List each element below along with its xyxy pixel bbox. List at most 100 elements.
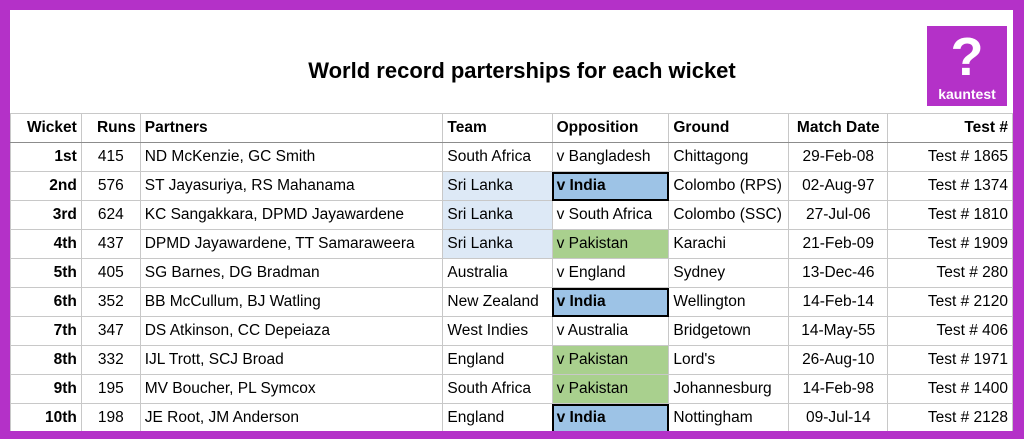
table-row: 9th 195 MV Boucher, PL Symcox South Africa v… xyxy=(10,374,1013,404)
cell-ground: Lord's xyxy=(668,345,790,375)
cell-wicket: 3rd xyxy=(10,200,82,230)
cell-opposition: v India xyxy=(551,403,670,431)
table-row: 8th 332 IJL Trott, SCJ Broad England v Pakis… xyxy=(10,345,1013,375)
cell-runs: 405 xyxy=(80,258,141,288)
cell-match-date: 14-May-55 xyxy=(788,316,889,346)
cell-runs: 332 xyxy=(80,345,141,375)
cell-partners: IJL Trott, SCJ Broad xyxy=(139,345,444,375)
cell-runs: 415 xyxy=(80,142,141,172)
table-row: 10th 198 JE Root, JM Anderson England v Indi… xyxy=(10,403,1013,431)
cell-match-date: 29-Feb-08 xyxy=(788,142,889,172)
cell-ground: Karachi xyxy=(668,229,790,259)
cell-wicket: 9th xyxy=(10,374,82,404)
cell-match-date: 21-Feb-09 xyxy=(788,229,889,259)
cell-runs: 198 xyxy=(80,403,141,431)
cell-test-number: Test # 1810 xyxy=(887,200,1013,230)
cell-match-date: 13-Dec-46 xyxy=(788,258,889,288)
cell-partners: DS Atkinson, CC Depeiaza xyxy=(139,316,444,346)
cell-team: Sri Lanka xyxy=(442,229,553,259)
cell-wicket: 1st xyxy=(10,142,82,172)
cell-runs: 437 xyxy=(80,229,141,259)
cell-test-number: Test # 1374 xyxy=(887,171,1013,201)
cell-runs: 576 xyxy=(80,171,141,201)
cell-match-date: 14-Feb-14 xyxy=(788,287,889,317)
cell-match-date: 26-Aug-10 xyxy=(788,345,889,375)
cell-test-number: Test # 1400 xyxy=(887,374,1013,404)
cell-match-date: 09-Jul-14 xyxy=(788,403,889,431)
cell-test-number: Test # 406 xyxy=(887,316,1013,346)
table-row: 4th 437 DPMD Jayawardene, TT Samaraweera Sr… xyxy=(10,229,1013,259)
cell-team: South Africa xyxy=(442,142,553,172)
cell-wicket: 4th xyxy=(10,229,82,259)
page-title: World record parterships for each wicket xyxy=(308,58,736,83)
cell-opposition: v Pakistan xyxy=(551,345,670,375)
table-body: 1st 415 ND McKenzie, GC Smith South Africa v… xyxy=(10,142,1013,431)
header-runs: Runs xyxy=(80,113,141,143)
cell-partners: ST Jayasuriya, RS Mahanama xyxy=(139,171,444,201)
cell-opposition: v India xyxy=(551,171,670,201)
header-test-number: Test # xyxy=(887,113,1013,143)
table-row: 6th 352 BB McCullum, BJ Watling New Zealand… xyxy=(10,287,1013,317)
cell-runs: 352 xyxy=(80,287,141,317)
cell-runs: 624 xyxy=(80,200,141,230)
cell-ground: Johannesburg xyxy=(668,374,790,404)
cell-partners: ND McKenzie, GC Smith xyxy=(139,142,444,172)
spreadsheet-sheet: World record parterships for each wicket… xyxy=(10,10,1013,431)
cell-opposition: v South Africa xyxy=(551,200,670,230)
cell-team: Sri Lanka xyxy=(442,200,553,230)
cell-test-number: Test # 2128 xyxy=(887,403,1013,431)
table-row: 3rd 624 KC Sangakkara, DPMD Jayawardene Sri… xyxy=(10,200,1013,230)
cell-partners: SG Barnes, DG Bradman xyxy=(139,258,444,288)
question-mark-icon: ? xyxy=(950,27,984,87)
cell-partners: BB McCullum, BJ Watling xyxy=(139,287,444,317)
cell-runs: 195 xyxy=(80,374,141,404)
cell-test-number: Test # 1909 xyxy=(887,229,1013,259)
cell-opposition: v India xyxy=(551,287,670,317)
cell-test-number: Test # 1971 xyxy=(887,345,1013,375)
cell-ground: Colombo (SSC) xyxy=(668,200,790,230)
cell-runs: 347 xyxy=(80,316,141,346)
cell-opposition: v Bangladesh xyxy=(551,142,670,172)
cell-ground: Colombo (RPS) xyxy=(668,171,790,201)
header-partners: Partners xyxy=(139,113,444,143)
cell-test-number: Test # 1865 xyxy=(887,142,1013,172)
cell-ground: Wellington xyxy=(668,287,790,317)
cell-wicket: 7th xyxy=(10,316,82,346)
cell-wicket: 8th xyxy=(10,345,82,375)
cell-wicket: 5th xyxy=(10,258,82,288)
header-row: Wicket Runs Partners Team Opposition Gro… xyxy=(10,113,1013,143)
cell-match-date: 27-Jul-06 xyxy=(788,200,889,230)
cell-team: New Zealand xyxy=(442,287,553,317)
header-ground: Ground xyxy=(668,113,790,143)
cell-team: South Africa xyxy=(442,374,553,404)
cell-opposition: v Pakistan xyxy=(551,374,670,404)
table-row: 7th 347 DS Atkinson, CC Depeiaza West Indie… xyxy=(10,316,1013,346)
partnerships-table: Wicket Runs Partners Team Opposition Gro… xyxy=(10,113,1013,431)
cell-opposition: v Pakistan xyxy=(551,229,670,259)
header-opposition: Opposition xyxy=(551,113,670,143)
kauntest-logo: ? kauntest xyxy=(927,26,1007,106)
cell-ground: Sydney xyxy=(668,258,790,288)
cell-opposition: v Australia xyxy=(551,316,670,346)
cell-test-number: Test # 2120 xyxy=(887,287,1013,317)
cell-ground: Nottingham xyxy=(668,403,790,431)
cell-team: Australia xyxy=(442,258,553,288)
cell-team: England xyxy=(442,345,553,375)
cell-match-date: 14-Feb-98 xyxy=(788,374,889,404)
cell-partners: KC Sangakkara, DPMD Jayawardene xyxy=(139,200,444,230)
table-row: 2nd 576 ST Jayasuriya, RS Mahanama Sri Lank… xyxy=(10,171,1013,201)
cell-team: West Indies xyxy=(442,316,553,346)
cell-team: Sri Lanka xyxy=(442,171,553,201)
header-match-date: Match Date xyxy=(788,113,889,143)
cell-test-number: Test # 280 xyxy=(887,258,1013,288)
header-wicket: Wicket xyxy=(10,113,82,143)
table-row: 5th 405 SG Barnes, DG Bradman Australia v En… xyxy=(10,258,1013,288)
cell-wicket: 2nd xyxy=(10,171,82,201)
cell-wicket: 6th xyxy=(10,287,82,317)
cell-ground: Bridgetown xyxy=(668,316,790,346)
logo-brand-text: kauntest xyxy=(938,86,996,102)
cell-ground: Chittagong xyxy=(668,142,790,172)
cell-team: England xyxy=(442,403,553,431)
table-row: 1st 415 ND McKenzie, GC Smith South Africa v… xyxy=(10,142,1013,172)
cell-match-date: 02-Aug-97 xyxy=(788,171,889,201)
